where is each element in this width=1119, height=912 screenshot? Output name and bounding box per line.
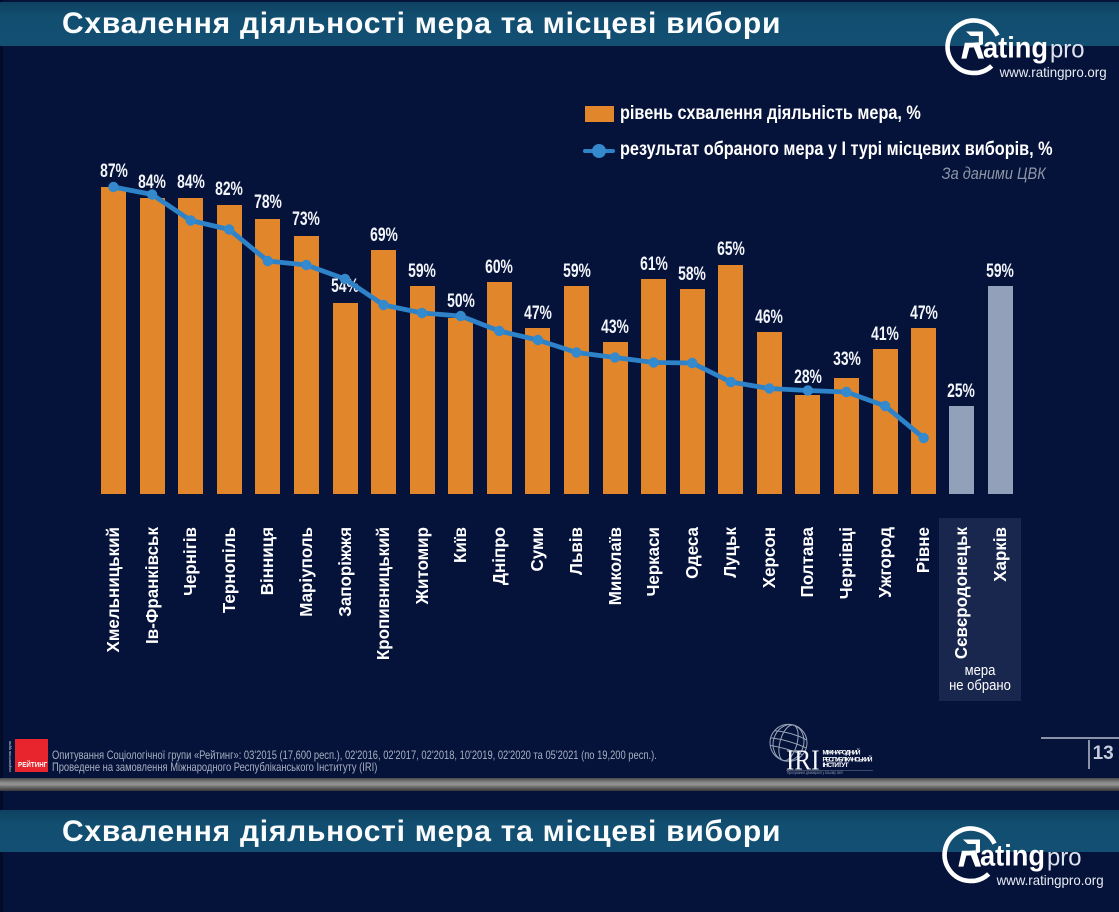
svg-text:www.ratingpro.org: www.ratingpro.org (995, 873, 1103, 888)
svg-text:МІЖНАРОДНИЙ: МІЖНАРОДНИЙ (823, 747, 861, 756)
svg-text:РЕСПУБЛІКАНСЬКИЙ: РЕСПУБЛІКАНСЬКИЙ (823, 754, 873, 763)
svg-text:ating: ating (980, 839, 1045, 872)
svg-text:www.ratingpro.org: www.ratingpro.org (999, 65, 1107, 80)
svg-text:ІНСТИТУТ: ІНСТИТУТ (823, 762, 849, 769)
svg-text:Просування демократії у всьому: Просування демократії у всьому світі (787, 770, 843, 775)
svg-text:pro: pro (1047, 843, 1082, 871)
svg-text:ating: ating (983, 32, 1048, 65)
svg-text:IRI: IRI (786, 745, 820, 776)
svg-text:pro: pro (1050, 36, 1085, 64)
